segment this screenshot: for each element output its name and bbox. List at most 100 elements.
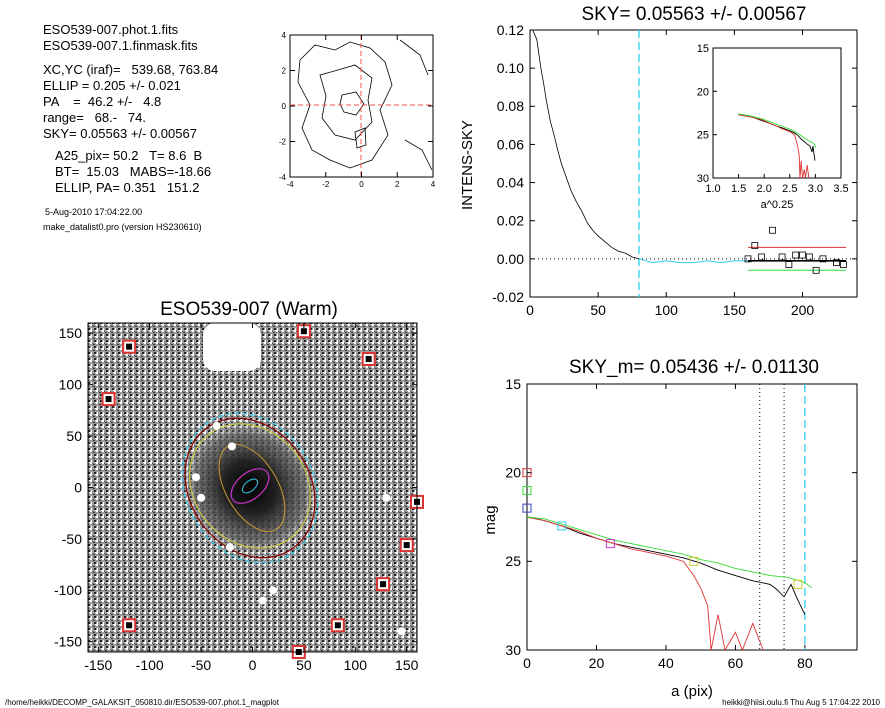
image-ytick-label: 150 <box>59 325 83 341</box>
header-line: A25_pix= 50.2 T= 8.6 B <box>55 148 203 163</box>
mag-frame <box>526 383 858 651</box>
sky-point <box>839 261 847 268</box>
intensity-xtick-label: 50 <box>590 302 606 318</box>
image-ytick-label: -100 <box>54 582 82 598</box>
contour-xtick-label: 4 <box>431 180 436 189</box>
header-line: ELLIP, PA= 0.351 151.2 <box>55 180 200 195</box>
inset-xlabel: a^0.25 <box>761 199 794 211</box>
masked-star-core <box>105 396 112 403</box>
inset-ytick-label: 25 <box>697 130 709 142</box>
inset-series-line <box>738 113 817 148</box>
mag-xtick-label: 60 <box>728 655 744 671</box>
intensity-ylabel: INTENS-SKY <box>459 120 476 210</box>
contour-line <box>297 41 393 169</box>
mag-series-line <box>526 516 813 589</box>
image-title: ESO539-007 (Warm) <box>160 299 338 320</box>
bright-star <box>258 596 267 605</box>
contour-line <box>404 139 433 171</box>
intensity-ytick-label: 0.04 <box>497 174 524 190</box>
intensity-ytick-label: 0.08 <box>497 98 524 114</box>
contour-xtick-label: 2 <box>395 180 400 189</box>
bright-star <box>197 493 206 502</box>
contour-panel: -4 -2 0 2 4 -4 -2 0 2 4 <box>279 31 436 189</box>
mag-ytick-label: 15 <box>505 376 521 392</box>
contour-line <box>399 39 429 76</box>
contour-xtick-label: -2 <box>322 180 330 189</box>
masked-star-core <box>365 355 372 362</box>
bright-star <box>382 493 391 502</box>
contour-xtick-label: 0 <box>359 180 364 189</box>
header-line: XC,YC (iraf)= 539.68, 763.84 <box>43 62 219 77</box>
image-xtick-label: -150 <box>84 657 112 673</box>
header-date: 5-Aug-2010 17:04:22.00 <box>45 207 143 217</box>
mag-marker <box>689 556 699 566</box>
inset-series-line <box>738 114 810 179</box>
contour-line <box>354 127 367 149</box>
sky-point <box>792 251 800 259</box>
mag-xtick-label: 40 <box>658 655 674 671</box>
sky-point <box>744 255 752 263</box>
inset-xtick-label: 3.5 <box>833 183 848 195</box>
image-ytick-label: -150 <box>54 634 82 650</box>
image-xtick-label: 100 <box>344 657 368 673</box>
mag-ytick-label: 30 <box>505 642 521 658</box>
sky-point <box>778 253 786 261</box>
intensity-ytick-label: 0.12 <box>497 22 524 38</box>
contour-line <box>319 64 373 141</box>
image-xtick-label: -50 <box>191 657 211 673</box>
image-xtick-label: 150 <box>395 657 419 673</box>
sky-point <box>769 226 776 234</box>
inner-cyan-ellipse <box>241 478 259 494</box>
magenta-ellipse <box>230 468 270 504</box>
inset-frame <box>712 47 842 179</box>
image-ytick-label: 100 <box>59 377 83 393</box>
mag-marker <box>522 485 532 495</box>
sky-point <box>758 253 766 261</box>
darkred-ellipse <box>184 417 316 559</box>
inset-xtick-label: 1.5 <box>731 183 746 195</box>
masked-star-core <box>403 542 410 549</box>
mag-marker <box>605 539 615 549</box>
bright-star <box>397 627 406 636</box>
mag-series-line <box>526 516 764 652</box>
mag-marker <box>793 579 803 589</box>
bright-star <box>269 586 278 595</box>
header-program: make_datalist0.pro (version HS230610) <box>43 222 202 232</box>
contour-xtick-label: -4 <box>286 180 294 189</box>
image-xtick-label: 50 <box>296 657 312 673</box>
inset-xtick-label: 2.5 <box>782 183 797 195</box>
mag-panel: SKY_m= 0.05436 +/- 0.01130 mag a (pix) 0… <box>482 357 858 700</box>
inset-ytick-label: 15 <box>697 43 709 55</box>
intensity-xtick-label: 200 <box>791 302 815 318</box>
header-line: ELLIP = 0.205 +/- 0.021 <box>43 78 181 93</box>
contour-ytick-label: -4 <box>279 173 287 182</box>
bright-star <box>227 442 236 451</box>
header-line: BT= 15.03 MABS=-18.66 <box>55 164 212 179</box>
mag-marker <box>522 468 532 478</box>
sky-point <box>785 261 793 268</box>
galaxy-core <box>182 421 318 555</box>
mag-marker <box>557 521 567 531</box>
intensity-ytick-label: 0.06 <box>497 136 524 152</box>
masked-star-core <box>300 328 307 335</box>
mag-xtick-label: 0 <box>523 655 531 671</box>
header-line: range= 68.- 74. <box>43 110 146 125</box>
mag-ytick-label: 25 <box>505 553 521 569</box>
cyan-ellipse <box>181 412 319 564</box>
inset-xtick-label: 2.0 <box>757 183 772 195</box>
intensity-ytick-label: 0.00 <box>497 251 524 267</box>
intensity-frame <box>529 29 858 298</box>
profile-line <box>532 29 640 260</box>
image-panel: ESO539-007 (Warm) <box>54 299 424 673</box>
mag-marker <box>522 503 532 513</box>
contour-ytick-label: 0 <box>282 102 287 111</box>
footer-path: /home/heikki/DECOMP_GALAKSIT_050810.dir/… <box>5 698 280 707</box>
inset-ytick-label: 20 <box>697 86 709 98</box>
intensity-ytick-label: -0.02 <box>492 289 524 305</box>
intensity-panel: SKY= 0.05563 +/- 0.00567 INTENS-SKY 0 50 1… <box>459 4 858 318</box>
intensity-xtick-label: 0 <box>526 302 534 318</box>
intensity-ytick-label: 0.02 <box>497 213 524 229</box>
sky-point <box>812 266 820 274</box>
intensity-xtick-label: 100 <box>655 302 679 318</box>
